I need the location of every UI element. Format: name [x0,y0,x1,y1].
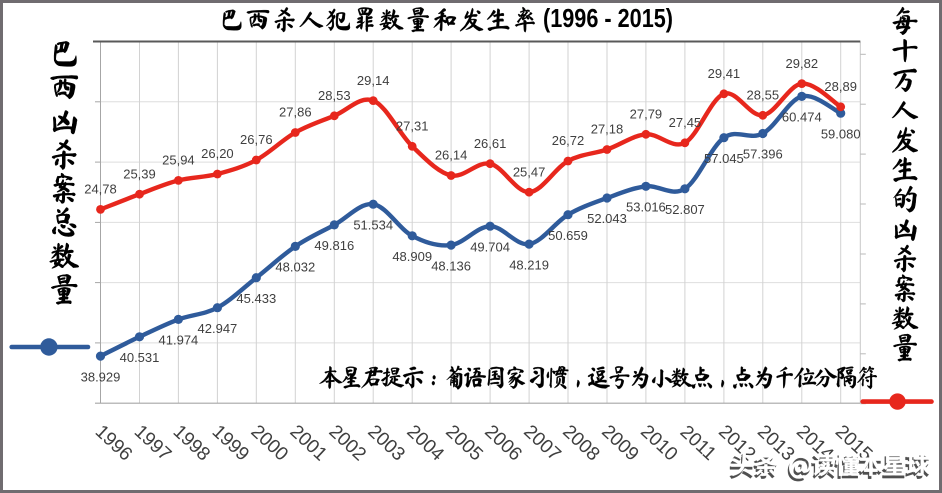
svg-text:26,20: 26,20 [201,146,234,161]
svg-text:48.909: 48.909 [392,249,432,264]
svg-text:49.816: 49.816 [314,238,354,253]
svg-text:59.080: 59.080 [821,126,861,141]
svg-text:26,61: 26,61 [474,136,507,151]
svg-text:29,82: 29,82 [786,56,819,71]
svg-text:27,86: 27,86 [279,105,312,120]
svg-text:25,47: 25,47 [513,164,546,179]
svg-text:28,55: 28,55 [747,88,780,103]
svg-text:27,45: 27,45 [669,115,702,130]
svg-text:27,79: 27,79 [630,107,663,122]
svg-text:29,41: 29,41 [708,66,741,81]
svg-text:26,14: 26,14 [435,148,468,163]
svg-text:52.043: 52.043 [587,211,627,226]
svg-text:26,72: 26,72 [552,133,585,148]
svg-text:25,39: 25,39 [123,166,156,181]
svg-text:48.032: 48.032 [275,260,315,275]
svg-text:48.136: 48.136 [431,258,471,273]
svg-text:27,31: 27,31 [396,119,429,134]
svg-text:25,94: 25,94 [162,153,195,168]
svg-text:38.929: 38.929 [81,369,121,384]
svg-text:57.045: 57.045 [704,151,744,166]
svg-text:42.947: 42.947 [198,321,238,336]
svg-text:57.396: 57.396 [743,147,783,162]
svg-text:50.659: 50.659 [548,228,588,243]
svg-text:40.531: 40.531 [120,350,160,365]
svg-text:52.807: 52.807 [665,202,705,217]
svg-text:24,78: 24,78 [84,182,117,197]
svg-text:29,14: 29,14 [357,73,390,88]
svg-text:51.534: 51.534 [353,217,393,232]
svg-text:(1996 - 2015): (1996 - 2015) [543,3,673,33]
svg-text:28,53: 28,53 [318,88,351,103]
svg-text:48.219: 48.219 [509,257,549,272]
svg-text:53.016: 53.016 [626,200,666,215]
svg-text:60.474: 60.474 [782,110,822,125]
svg-text:27,18: 27,18 [591,122,624,137]
svg-text:26,76: 26,76 [240,132,273,147]
svg-text:41.974: 41.974 [159,333,199,348]
svg-text:49.704: 49.704 [470,239,510,254]
svg-text:45.433: 45.433 [236,291,276,306]
svg-text:28,89: 28,89 [824,79,857,94]
